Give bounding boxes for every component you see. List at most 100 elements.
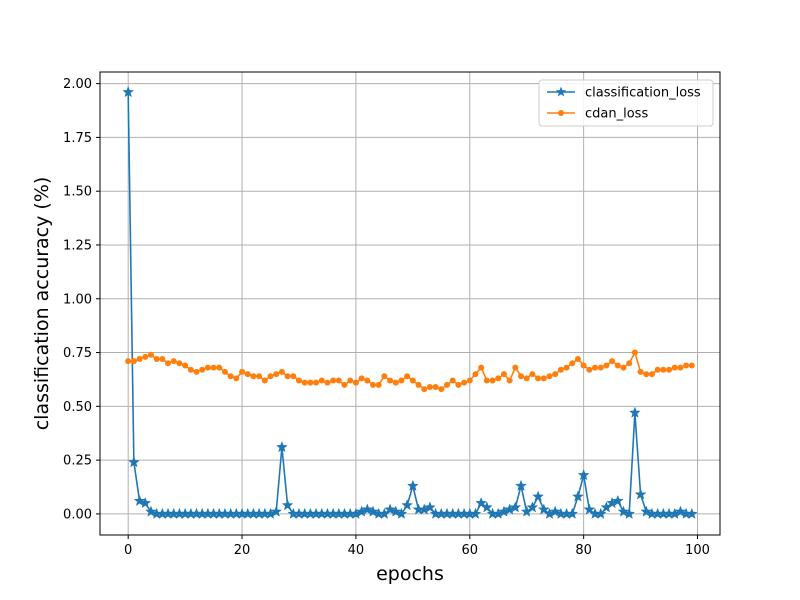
data-point-cdan_loss <box>421 386 428 393</box>
data-point-cdan_loss <box>147 351 154 358</box>
data-point-cdan_loss <box>518 373 525 380</box>
legend-marker-star <box>555 86 567 97</box>
data-point-cdan_loss <box>278 368 285 375</box>
data-point-classification_loss <box>424 501 436 513</box>
y-tick-label: 0.25 <box>63 454 92 469</box>
data-point-cdan_loss <box>130 358 137 365</box>
data-point-classification_loss <box>526 501 539 513</box>
data-point-classification_loss <box>674 505 687 517</box>
data-point-classification_loss <box>270 505 283 517</box>
data-point-cdan_loss <box>244 371 251 378</box>
data-point-cdan_loss <box>324 379 331 386</box>
x-tick-label: 40 <box>348 543 365 558</box>
data-point-cdan_loss <box>586 366 593 373</box>
data-point-cdan_loss <box>307 379 314 386</box>
data-point-cdan_loss <box>335 377 342 384</box>
data-point-cdan_loss <box>461 379 468 386</box>
data-point-classification_loss <box>275 441 288 453</box>
data-point-classification_loss <box>395 507 408 519</box>
data-point-classification_loss <box>122 86 135 98</box>
legend-label: cdan_loss <box>585 107 648 122</box>
data-point-cdan_loss <box>643 371 650 378</box>
data-point-classification_loss <box>617 505 630 517</box>
data-point-classification_loss <box>640 505 653 517</box>
plot-frame <box>99 71 721 536</box>
data-point-cdan_loss <box>552 371 559 378</box>
data-point-cdan_loss <box>392 379 399 386</box>
data-point-cdan_loss <box>387 377 394 384</box>
data-point-classification_loss <box>572 490 584 502</box>
data-point-cdan_loss <box>295 377 302 384</box>
data-point-cdan_loss <box>637 368 644 375</box>
data-point-cdan_loss <box>267 373 274 380</box>
data-point-cdan_loss <box>182 362 189 369</box>
data-point-classification_loss <box>469 507 482 519</box>
legend-marker-circle <box>558 110 564 116</box>
data-point-classification_loss <box>361 503 374 515</box>
data-point-cdan_loss <box>290 373 297 380</box>
series-layer <box>122 86 698 519</box>
data-point-cdan_loss <box>170 358 177 365</box>
y-tick-label: 0.00 <box>63 507 92 522</box>
data-point-classification_loss <box>515 479 527 491</box>
data-point-cdan_loss <box>409 377 416 384</box>
data-point-cdan_loss <box>239 368 246 375</box>
data-point-cdan_loss <box>273 371 280 378</box>
data-point-classification_loss <box>634 488 647 500</box>
data-point-cdan_loss <box>660 366 667 373</box>
data-point-classification_loss <box>685 507 698 519</box>
data-point-classification_loss <box>145 505 157 517</box>
data-point-cdan_loss <box>341 381 348 388</box>
data-point-cdan_loss <box>261 377 268 384</box>
data-point-classification_loss <box>384 503 396 515</box>
data-point-cdan_loss <box>187 366 194 373</box>
data-point-cdan_loss <box>404 373 411 380</box>
data-point-cdan_loss <box>574 356 581 363</box>
data-point-classification_loss <box>577 468 590 481</box>
data-point-cdan_loss <box>438 386 445 393</box>
data-point-cdan_loss <box>415 381 422 388</box>
data-point-cdan_loss <box>210 364 217 371</box>
tick-layer: 0 20 40 60 80 100 0.00 0.25 0.50 0.75 1.00 1.25 1.50… <box>63 77 710 558</box>
data-point-cdan_loss <box>301 379 308 386</box>
data-point-cdan_loss <box>432 383 439 390</box>
data-point-classification_loss <box>623 507 636 519</box>
x-axis-label: epochs <box>376 563 444 585</box>
data-point-classification_loss <box>566 507 579 519</box>
data-point-cdan_loss <box>204 364 211 371</box>
data-point-cdan_loss <box>648 371 655 378</box>
data-point-classification_loss <box>549 505 562 517</box>
data-point-cdan_loss <box>347 377 354 384</box>
data-point-cdan_loss <box>313 379 320 386</box>
data-point-cdan_loss <box>529 371 536 378</box>
y-tick-label: 1.25 <box>63 238 92 253</box>
data-point-cdan_loss <box>495 375 502 382</box>
data-point-cdan_loss <box>330 377 337 384</box>
data-point-classification_loss <box>532 490 545 502</box>
data-point-cdan_loss <box>444 381 451 388</box>
data-point-cdan_loss <box>449 377 456 384</box>
y-tick-label: 1.75 <box>63 131 92 146</box>
data-point-cdan_loss <box>352 379 359 386</box>
data-point-cdan_loss <box>535 375 542 382</box>
data-point-cdan_loss <box>153 356 160 363</box>
data-point-classification_loss <box>406 479 419 491</box>
data-point-cdan_loss <box>358 375 365 382</box>
x-tick-label: 80 <box>575 543 592 558</box>
data-point-cdan_loss <box>364 377 371 384</box>
data-point-cdan_loss <box>466 377 473 384</box>
data-point-cdan_loss <box>506 377 513 384</box>
data-point-classification_loss <box>127 456 140 468</box>
legend-label: classification_loss <box>585 86 701 101</box>
series-classification_loss <box>122 86 698 519</box>
data-point-cdan_loss <box>227 373 234 380</box>
data-point-cdan_loss <box>455 381 462 388</box>
data-point-cdan_loss <box>125 358 132 365</box>
x-tick-label: 0 <box>124 543 132 558</box>
data-point-cdan_loss <box>193 368 200 375</box>
data-point-cdan_loss <box>631 349 638 356</box>
data-point-cdan_loss <box>375 381 382 388</box>
data-point-cdan_loss <box>626 360 633 367</box>
data-point-cdan_loss <box>666 366 673 373</box>
